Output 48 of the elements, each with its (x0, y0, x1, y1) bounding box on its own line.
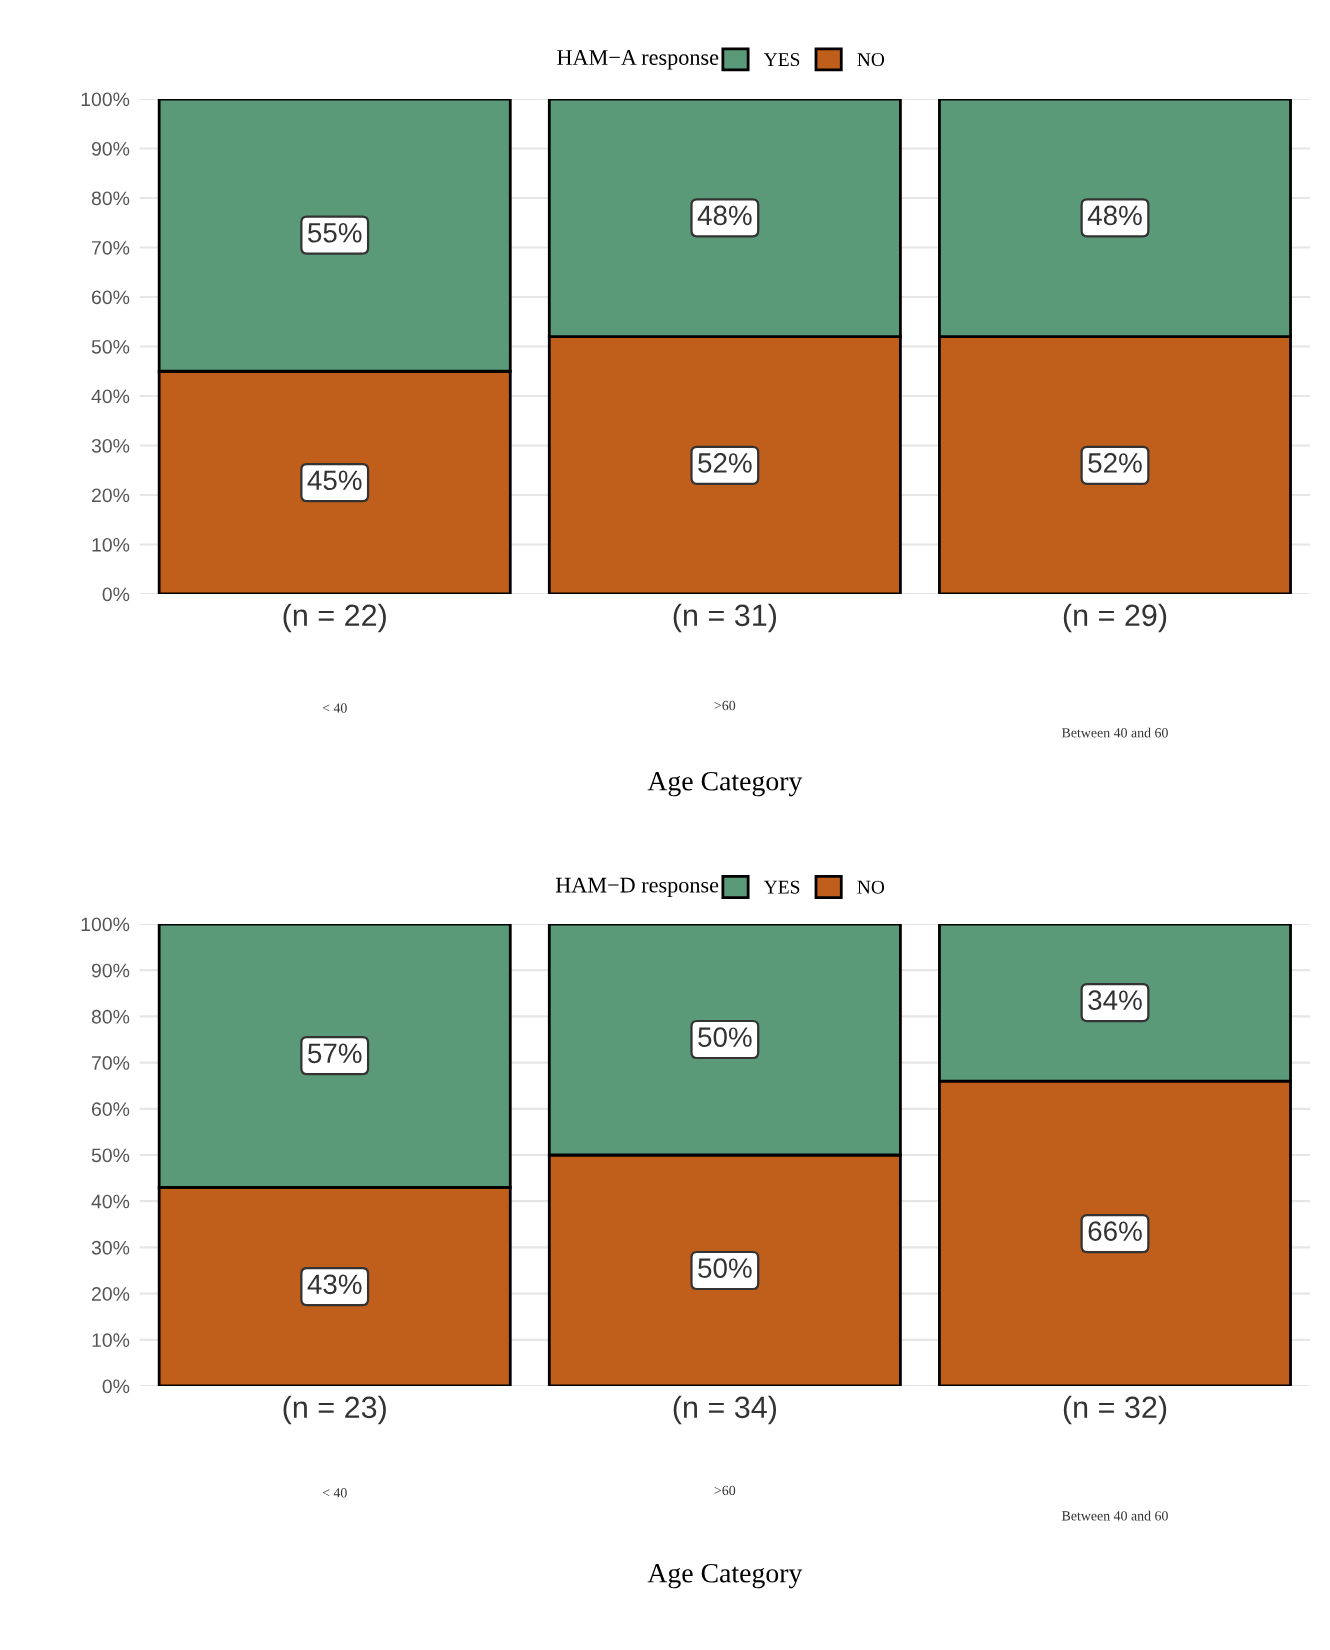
x-axis-title: Age Category (647, 1563, 803, 1589)
data-label: 50% (698, 1027, 752, 1047)
legend-label: YES (763, 53, 800, 67)
legend-label: NO (857, 880, 885, 894)
data-label: 48% (697, 205, 752, 226)
y-tick-label: 10% (92, 537, 130, 552)
x-tick-label: (n = 23) (283, 1395, 386, 1425)
y-tick-label: 10% (92, 1333, 130, 1348)
legend-label: YES (763, 880, 800, 894)
y-tick-label: 60% (92, 290, 130, 305)
y-tick-label: 80% (91, 191, 130, 206)
y-tick-label: 0% (102, 1379, 130, 1394)
y-tick-label: 70% (92, 1056, 130, 1070)
y-tick-label: 80% (91, 1009, 130, 1024)
x-tick-label: (n = 31) (673, 603, 777, 633)
y-tick-label: 50% (91, 339, 130, 354)
y-tick-label: 50% (91, 1148, 130, 1163)
y-tick-label: 90% (91, 141, 130, 156)
y-tick-label: 40% (91, 1194, 130, 1209)
y-tick-label: 20% (91, 1287, 130, 1301)
y-tick-label: 20% (91, 488, 130, 503)
legend-title: HAM−A response (557, 50, 719, 70)
x-tick-label: (n = 29) (1063, 603, 1167, 633)
x-tick-label: (n = 32) (1063, 1395, 1167, 1425)
data-label: 57% (308, 1043, 362, 1064)
y-tick-label: 30% (91, 438, 130, 453)
y-tick-label: 30% (91, 1240, 130, 1255)
legend-title: HAM−D response (555, 877, 719, 898)
y-tick-label: 40% (91, 389, 130, 404)
data-label: 48% (1087, 205, 1142, 226)
data-label: 50% (698, 1258, 752, 1278)
data-label: 45% (307, 470, 362, 491)
data-label: 34% (1088, 990, 1142, 1010)
data-label: 43% (307, 1274, 362, 1295)
y-tick-label: 60% (92, 1102, 130, 1117)
legend-label: NO (857, 53, 885, 67)
y-tick-label: 100% (81, 917, 130, 932)
data-label: 52% (698, 453, 752, 473)
data-label: 55% (308, 223, 362, 243)
x-tick-label: (n = 22) (283, 603, 386, 633)
y-tick-label: 90% (91, 963, 130, 978)
data-label: 66% (1088, 1221, 1142, 1241)
y-tick-label: 70% (92, 240, 130, 255)
x-tick-label: (n = 34) (673, 1395, 777, 1425)
y-tick-label: 100% (81, 92, 130, 107)
y-tick-label: 0% (102, 587, 130, 602)
x-axis-title: Age Category (647, 771, 803, 797)
data-label: 52% (1088, 453, 1142, 473)
